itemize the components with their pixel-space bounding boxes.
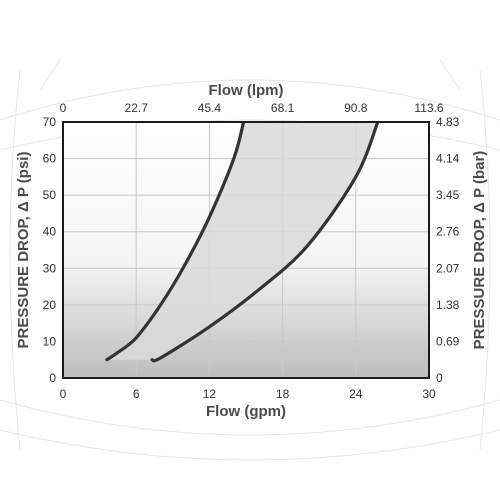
x2-tick-label: 68.1 (271, 101, 295, 115)
y2-tick-label: 0.69 (436, 334, 460, 348)
plot-border (62, 121, 430, 379)
y-tick-label: 60 (43, 152, 57, 166)
x2-tick-label: 22.7 (125, 101, 149, 115)
y2-axis-title: PRESSURE DROP, Δ P (bar) (471, 151, 488, 350)
x2-tick-label: 90.8 (344, 101, 368, 115)
x2-axis-title: Flow (lpm) (209, 82, 284, 99)
x-tick-label: 30 (422, 387, 436, 401)
series-line-lower-bound (105, 122, 246, 362)
y-tick-label: 20 (43, 298, 57, 312)
y-tick-label: 70 (43, 115, 57, 129)
y2-tick-label: 4.83 (436, 115, 460, 129)
y-tick-label: 0 (49, 371, 56, 385)
y2-tick-label: 2.76 (436, 225, 460, 239)
x-axis-title: Flow (gpm) (206, 403, 286, 420)
x-tick-label: 18 (276, 387, 290, 401)
x-tick-label: 6 (133, 387, 140, 401)
series-line-upper-bound (150, 122, 380, 363)
y-tick-label: 10 (43, 334, 57, 348)
y-tick-label: 30 (43, 261, 57, 275)
x-tick-label: 0 (60, 387, 67, 401)
y-axis-title: PRESSURE DROP, Δ P (psi) (15, 152, 32, 349)
y2-tick-label: 0 (436, 371, 443, 385)
x2-tick-label: 113.6 (414, 101, 443, 115)
x2-tick-label: 45.4 (198, 101, 222, 115)
y2-tick-label: 4.14 (436, 152, 460, 166)
y2-tick-label: 1.38 (436, 298, 460, 312)
x-tick-label: 24 (349, 387, 363, 401)
x2-tick-label: 0 (60, 101, 67, 115)
y2-tick-label: 3.45 (436, 188, 460, 202)
y-tick-label: 50 (43, 188, 57, 202)
y-tick-label: 40 (43, 225, 57, 239)
operating-band (106, 122, 378, 361)
y2-tick-label: 2.07 (436, 261, 460, 275)
x-tick-label: 12 (203, 387, 217, 401)
